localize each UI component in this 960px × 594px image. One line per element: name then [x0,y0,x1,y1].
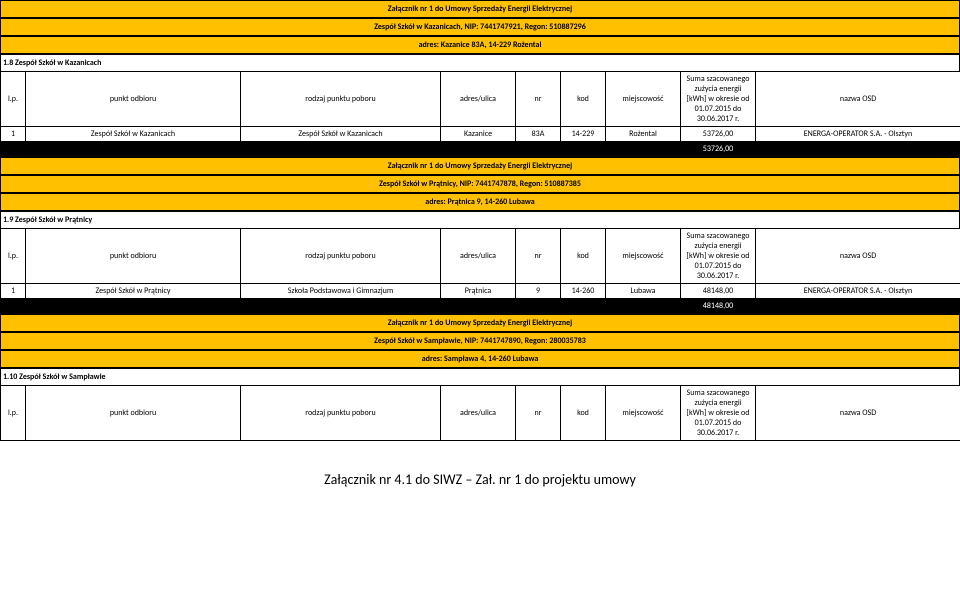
table-row: 1 Zespół Szkół w Prątnicy Szkoła Podstaw… [1,284,960,299]
col-nr: nr [516,72,561,127]
section-title-2: 1.9 Zespół Szkół w Prątnicy [0,211,960,228]
col-miejsc: miejscowość [606,229,681,284]
cell-osd: ENERGA-OPERATOR S.A. - Olsztyn [756,127,960,142]
cell-lp: 1 [1,284,26,299]
total-value: 53726,00 [681,142,756,157]
col-lp: l.p. [1,386,26,441]
cell-adres: Kazanice [441,127,516,142]
col-rodzaj: rodzaj punktu poboru [241,386,441,441]
col-lp: l.p. [1,229,26,284]
cell-kod: 14-260 [561,284,606,299]
col-punkt: punkt odbioru [26,72,241,127]
section-title-3: 1.10 Zespół Szkół w Sampławie [0,368,960,385]
col-miejsc: miejscowość [606,72,681,127]
cell-miejsc: Rożental [606,127,681,142]
col-nr: nr [516,386,561,441]
col-miejsc: miejscowość [606,386,681,441]
cell-punkt: Zespół Szkół w Prątnicy [26,284,241,299]
col-adres: adres/ulica [441,386,516,441]
org-line-3: Zespół Szkół w Sampławie, NIP: 744174789… [0,332,960,350]
col-osd: nazwa OSD [756,72,960,127]
section-title-1: 1.8 Zespół Szkół w Kazanicach [0,54,960,71]
cell-punkt: Zespół Szkół w Kazanicach [26,127,241,142]
col-suma: Suma szacowanego zużycia energii [kWh] w… [681,72,756,127]
attachment-title-3: Załącznik nr 1 do Umowy Sprzedaży Energi… [0,314,960,332]
cell-nr: 9 [516,284,561,299]
cell-kod: 14-229 [561,127,606,142]
table-1: l.p. punkt odbioru rodzaj punktu poboru … [0,71,960,157]
col-kod: kod [561,229,606,284]
col-adres: adres/ulica [441,72,516,127]
cell-suma: 48148,00 [681,284,756,299]
header-row: l.p. punkt odbioru rodzaj punktu poboru … [1,229,960,284]
cell-lp: 1 [1,127,26,142]
attachment-title: Załącznik nr 1 do Umowy Sprzedaży Energi… [0,0,960,18]
cell-adres: Prątnica [441,284,516,299]
header-row: l.p. punkt odbioru rodzaj punktu poboru … [1,386,960,441]
col-kod: kod [561,72,606,127]
col-rodzaj: rodzaj punktu poboru [241,72,441,127]
header-row: l.p. punkt odbioru rodzaj punktu poboru … [1,72,960,127]
col-punkt: punkt odbioru [26,386,241,441]
col-kod: kod [561,386,606,441]
table-3: l.p. punkt odbioru rodzaj punktu poboru … [0,385,960,441]
col-punkt: punkt odbioru [26,229,241,284]
org-line-1: Zespół Szkół w Kazanicach, NIP: 74417479… [0,18,960,36]
cell-miejsc: Lubawa [606,284,681,299]
col-suma: Suma szacowanego zużycia energii [kWh] w… [681,386,756,441]
cell-rodzaj: Szkoła Podstawowa i Gimnazjum [241,284,441,299]
col-nr: nr [516,229,561,284]
col-osd: nazwa OSD [756,386,960,441]
col-lp: l.p. [1,72,26,127]
org-line-2: Zespół Szkół w Prątnicy, NIP: 7441747878… [0,175,960,193]
col-suma: Suma szacowanego zużycia energii [kWh] w… [681,229,756,284]
addr-line-2: adres: Prątnica 9, 14-260 Lubawa [0,193,960,211]
col-rodzaj: rodzaj punktu poboru [241,229,441,284]
col-adres: adres/ulica [441,229,516,284]
total-value: 48148,00 [681,299,756,314]
addr-line-3: adres: Sampława 4, 14-260 Lubawa [0,350,960,368]
total-row: 48148,00 [1,299,960,314]
total-row: 53726,00 [1,142,960,157]
table-row: 1 Zespół Szkół w Kazanicach Zespół Szkół… [1,127,960,142]
cell-nr: 83A [516,127,561,142]
cell-osd: ENERGA-OPERATOR S.A. - Olsztyn [756,284,960,299]
cell-suma: 53726,00 [681,127,756,142]
attachment-title-2: Załącznik nr 1 do Umowy Sprzedaży Energi… [0,157,960,175]
cell-rodzaj: Zespół Szkół w Kazanicach [241,127,441,142]
col-osd: nazwa OSD [756,229,960,284]
addr-line-1: adres: Kazanice 83A, 14-229 Rożental [0,36,960,54]
footer-text: Załącznik nr 4.1 do SIWZ – Zał. nr 1 do … [0,441,960,498]
table-2: l.p. punkt odbioru rodzaj punktu poboru … [0,228,960,314]
